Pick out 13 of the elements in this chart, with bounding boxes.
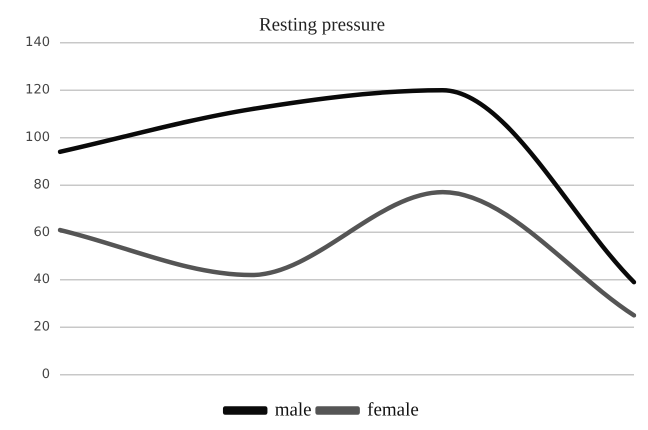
legend-label: male: [274, 399, 312, 420]
y-tick-label: 20: [33, 320, 50, 335]
y-tick-label: 100: [25, 130, 50, 145]
y-tick-label: 40: [33, 272, 50, 288]
y-tick-label: 0: [42, 366, 50, 382]
y-tick-label: 80: [33, 177, 50, 192]
line-series: [58, 190, 636, 318]
chart-title: Resting pressure: [258, 14, 386, 36]
y-tick-label: 140: [25, 35, 50, 50]
y-tick-label: 60: [33, 224, 50, 240]
line-series: [58, 88, 636, 284]
y-tick-label: 120: [25, 82, 50, 98]
legend-label: female: [367, 399, 419, 420]
